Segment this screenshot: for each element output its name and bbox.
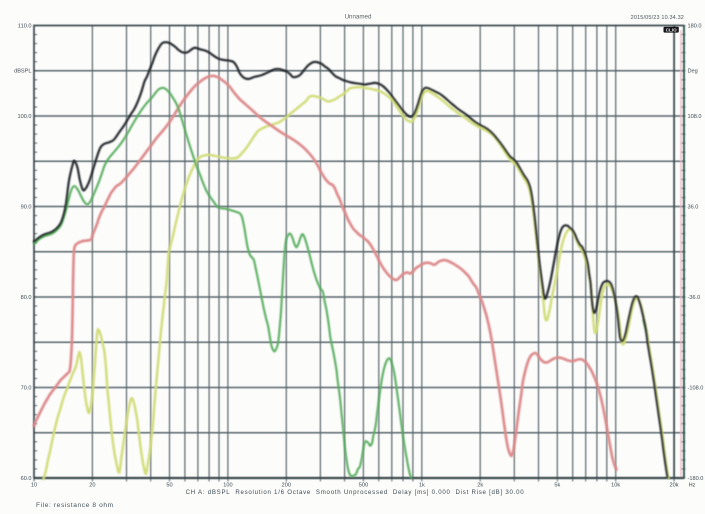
svg-text:-36.0: -36.0 [688,295,701,301]
svg-text:20k: 20k [670,483,679,489]
svg-text:20: 20 [89,483,95,489]
svg-text:200: 200 [282,483,291,489]
svg-text:50: 50 [166,483,172,489]
svg-text:1k: 1k [419,483,425,489]
svg-text:CLIO: CLIO [666,28,677,33]
svg-text:180.0: 180.0 [688,23,702,29]
svg-text:Deg: Deg [688,69,698,75]
svg-text:-180.0: -180.0 [688,476,704,482]
svg-text:10k: 10k [611,483,620,489]
svg-text:70.0: 70.0 [21,385,32,391]
svg-text:CH A: dBSPL Resolution 1/6 Oc: CH A: dBSPL Resolution 1/6 Octave Smooth… [186,489,525,496]
svg-text:36.0: 36.0 [688,204,699,210]
svg-text:110.0: 110.0 [18,23,32,29]
svg-text:10: 10 [31,483,37,489]
svg-text:Hz: Hz [689,483,696,489]
svg-text:100: 100 [223,483,232,489]
svg-text:-108.0: -108.0 [688,385,704,391]
svg-text:5k: 5k [554,483,560,489]
svg-text:2015/05/23 10.34.32: 2015/05/23 10.34.32 [631,15,684,21]
svg-text:60.0: 60.0 [21,476,32,482]
svg-text:2k: 2k [477,483,483,489]
svg-text:dBSPL: dBSPL [14,69,31,75]
svg-text:80.0: 80.0 [21,295,32,301]
svg-text:90.0: 90.0 [21,204,32,210]
svg-text:File: resistance 8 ohm: File: resistance 8 ohm [36,502,114,509]
svg-text:100.0: 100.0 [18,114,32,120]
svg-text:108.0: 108.0 [688,114,702,120]
svg-text:500: 500 [359,483,368,489]
svg-text:Unnamed: Unnamed [345,14,372,21]
